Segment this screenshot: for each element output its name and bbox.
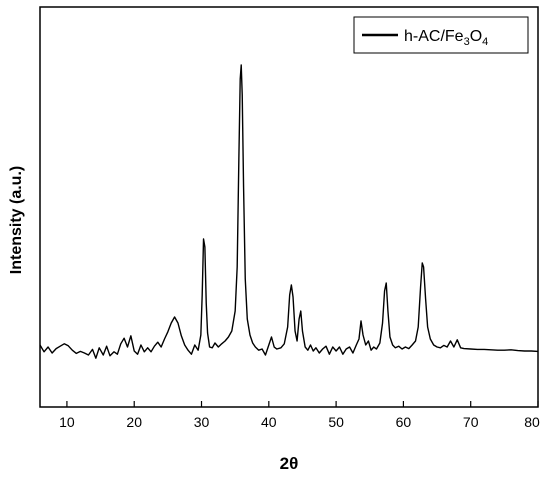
x-tick-label-80: 80 xyxy=(524,414,540,430)
x-axis-ticks xyxy=(66,401,539,407)
legend-label-sub2: 4 xyxy=(482,36,488,48)
x-tick-label-40: 40 xyxy=(261,414,277,430)
legend-label-mid: O xyxy=(470,28,482,45)
x-axis-label: 2θ xyxy=(280,454,299,473)
x-axis-tick-labels: 10 20 30 40 50 60 70 80 xyxy=(59,414,540,430)
x-tick-label-30: 30 xyxy=(194,414,210,430)
y-axis-label: Intensity (a.u.) xyxy=(8,166,25,274)
x-tick-label-50: 50 xyxy=(328,414,344,430)
x-tick-label-70: 70 xyxy=(463,414,479,430)
legend: h-AC/Fe3O4 xyxy=(353,16,529,54)
plot-frame xyxy=(39,6,539,408)
series-line-h-ac-fe3o4 xyxy=(39,64,539,359)
legend-label-h-ac-fe3o4: h-AC/Fe3O4 xyxy=(404,28,488,48)
legend-label-prefix: h-AC/Fe xyxy=(404,28,464,45)
legend-label-sub1: 3 xyxy=(464,36,470,48)
x-tick-label-20: 20 xyxy=(126,414,142,430)
x-tick-label-10: 10 xyxy=(59,414,75,430)
x-tick-label-60: 60 xyxy=(396,414,412,430)
